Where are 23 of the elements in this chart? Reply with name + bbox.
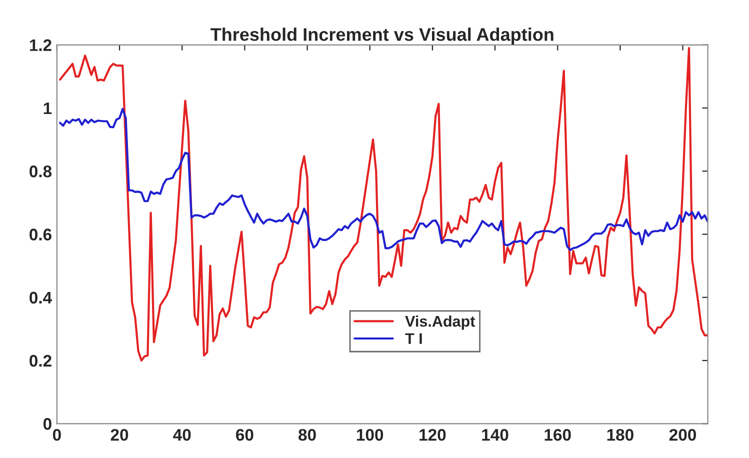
legend-label: Vis.Adapt [405,316,476,330]
x-tick-label: 40 [173,428,191,441]
x-tick-label: 180 [607,428,634,441]
y-tick-label: 0.2 [30,354,52,367]
x-tick-label: 80 [298,428,316,441]
x-tick-label: 100 [356,428,384,441]
y-tick-label: 0 [43,418,52,430]
y-tick-label: 0.8 [30,166,52,178]
x-tick-label: 200 [669,428,696,441]
y-tick-label: 1.2 [30,39,52,51]
y-tick-label: 1 [44,102,52,114]
y-tick-label: 0.4 [30,292,52,304]
y-tick-label: 0.6 [30,228,52,240]
x-tick-label: 160 [544,428,571,441]
x-tick-label: 140 [482,428,508,441]
chart-title: Threshold Increment vs Visual Adaption [210,28,554,44]
x-tick-label: 20 [110,428,128,441]
x-tick-label: 0 [52,428,61,441]
legend-label: T I [405,333,422,344]
line-series [59,46,708,362]
x-tick-label: 120 [420,428,446,441]
x-tick-label: 60 [236,428,254,441]
line-series [59,108,708,252]
